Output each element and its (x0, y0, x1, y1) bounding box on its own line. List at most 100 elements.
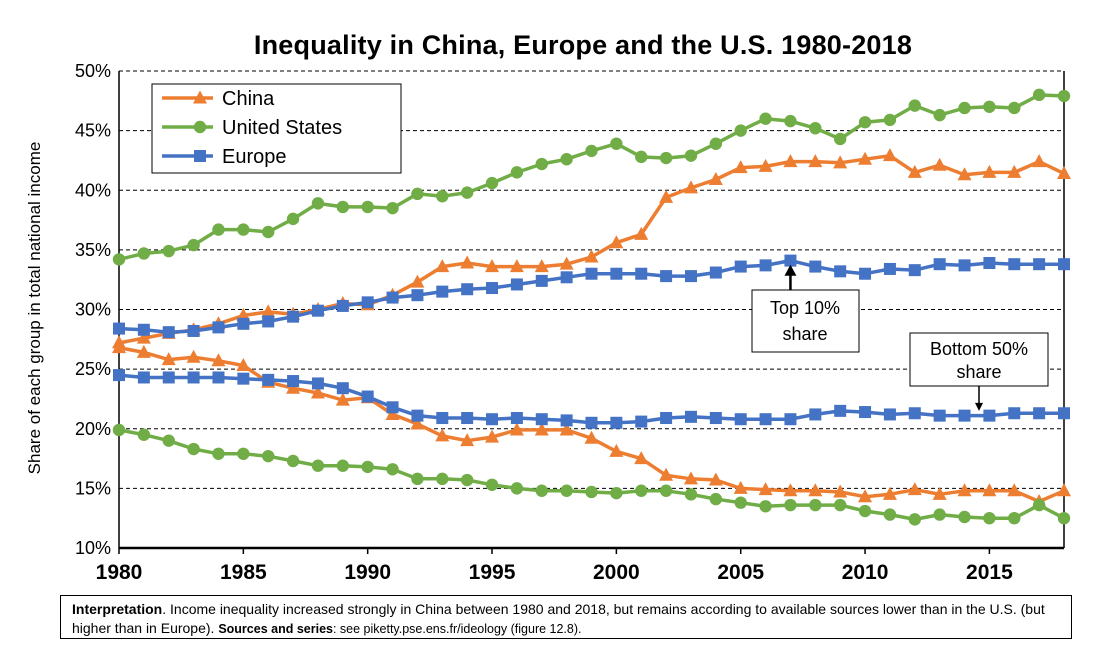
data-point (783, 483, 798, 497)
legend-label: China (222, 88, 275, 110)
data-point (982, 164, 997, 178)
data-point (957, 483, 972, 497)
data-point (659, 484, 673, 497)
data-point (460, 473, 474, 487)
y-tick-label: 15% (75, 478, 111, 498)
note-label: Interpretation (72, 601, 163, 617)
data-point (335, 392, 350, 406)
data-point (610, 267, 623, 280)
data-point (609, 443, 624, 457)
data-point (137, 371, 150, 384)
data-point (1033, 258, 1046, 271)
data-point (809, 122, 822, 135)
data-point (585, 267, 598, 280)
data-point (708, 472, 723, 486)
data-point (136, 344, 151, 358)
data-point (859, 267, 872, 280)
legend-label: Europe (222, 146, 287, 168)
data-point (162, 326, 175, 339)
data-point (784, 114, 797, 128)
data-point (734, 124, 747, 137)
data-point (436, 190, 449, 203)
data-point (684, 270, 697, 283)
chart-title: Inequality in China, Europe and the U.S.… (253, 30, 913, 60)
y-tick-label: 20% (75, 419, 111, 439)
axes: 10% 15% 20% 25% 30% 35% 40% 45% 50% 1980 1985 1990 1… (75, 61, 1065, 584)
data-point (783, 154, 798, 168)
data-point (1058, 258, 1070, 271)
data-point (534, 259, 549, 273)
data-point (983, 256, 996, 269)
data-point (784, 413, 797, 426)
data-point (137, 428, 151, 441)
data-point (784, 254, 797, 267)
y-tick-label: 25% (75, 359, 111, 379)
sources-text: : see piketty.pse.ens.fr/ideology (figur… (332, 622, 582, 636)
data-point (1032, 154, 1047, 168)
data-point (758, 482, 773, 496)
sources-label: Sources and series (218, 622, 333, 636)
data-point (535, 157, 548, 171)
data-point (361, 460, 374, 474)
data-point (933, 409, 946, 422)
data-point (684, 149, 698, 162)
data-point (436, 412, 449, 425)
data-point (908, 513, 921, 526)
legend-marker (194, 150, 206, 162)
data-point (585, 485, 598, 499)
data-point (1008, 258, 1021, 271)
data-point (983, 511, 996, 525)
data-point (162, 371, 175, 384)
series-china-top-10-share (112, 148, 1071, 349)
data-point (808, 483, 823, 497)
data-point (858, 504, 872, 518)
data-point (958, 101, 971, 115)
data-point (262, 315, 275, 328)
data-point (212, 447, 225, 460)
data-point (858, 151, 873, 165)
data-point (834, 265, 847, 278)
data-point (733, 160, 748, 174)
data-point (535, 484, 548, 497)
data-point (883, 508, 897, 521)
data-point (485, 176, 499, 190)
data-point (436, 472, 449, 486)
data-point (535, 274, 548, 287)
y-tick-label: 50% (75, 61, 111, 81)
bottom50-annotation-text: Bottom 50% (930, 339, 1028, 359)
data-point (1007, 164, 1022, 178)
data-point (410, 274, 425, 288)
data-point (112, 423, 126, 437)
data-point (882, 148, 897, 162)
data-point (509, 422, 524, 436)
data-point (162, 244, 175, 258)
data-point (684, 488, 698, 501)
bottom50-annotation-box (909, 332, 1049, 387)
data-point (883, 113, 897, 127)
data-point (112, 253, 126, 266)
data-point (833, 132, 847, 146)
data-point (958, 259, 971, 272)
data-point (460, 255, 475, 269)
data-point (932, 157, 947, 171)
series-line (118, 153, 1065, 345)
data-point (560, 271, 573, 284)
data-point (609, 235, 624, 249)
data-point (411, 289, 424, 302)
x-tick-label: 1990 (344, 561, 391, 584)
data-point (236, 307, 251, 321)
data-point (759, 259, 772, 272)
y-tick-label: 45% (75, 121, 111, 141)
data-point (485, 259, 500, 273)
data-point (1007, 483, 1022, 497)
data-point (237, 372, 250, 385)
data-point (237, 317, 250, 330)
data-point (311, 459, 325, 472)
arrow-head (975, 402, 983, 411)
data-point (461, 283, 474, 296)
data-point (385, 406, 400, 420)
data-point (262, 373, 275, 386)
data-point (907, 164, 922, 178)
data-point (336, 200, 350, 214)
